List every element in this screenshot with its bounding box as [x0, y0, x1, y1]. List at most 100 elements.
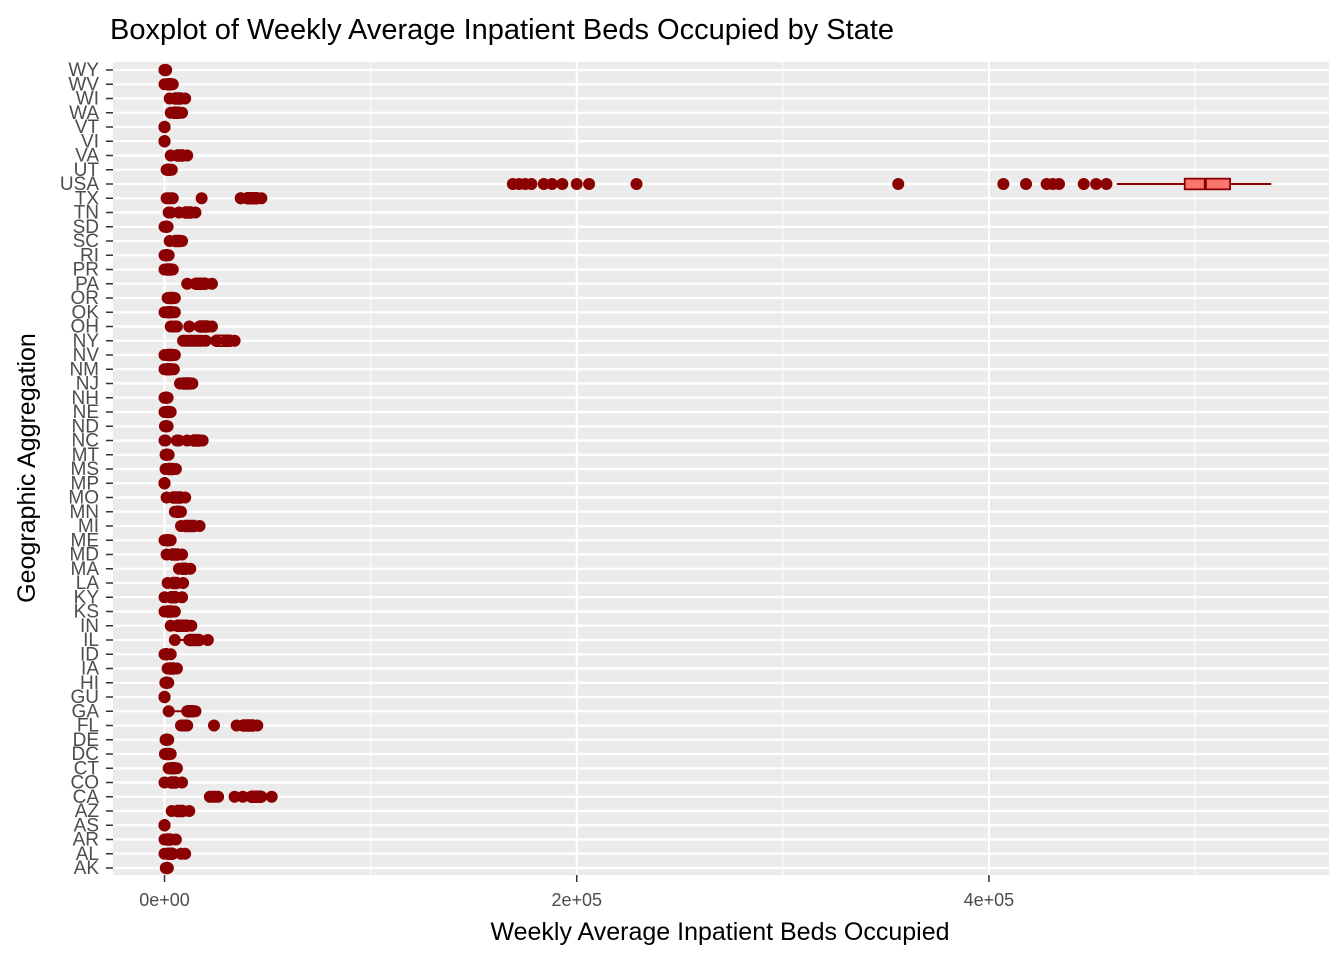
- data-point: [205, 277, 218, 290]
- box-wa: [164, 106, 189, 119]
- y-tick-label: VT: [75, 117, 100, 138]
- box-ri: [158, 249, 175, 262]
- box-or: [161, 291, 181, 305]
- data-point: [164, 406, 177, 418]
- outlier-point: [195, 334, 208, 347]
- x-axis-title: Weekly Average Inpatient Beds Occupied: [490, 918, 949, 946]
- data-point: [164, 748, 177, 760]
- data-point: [189, 705, 202, 718]
- chart-title: Boxplot of Weekly Average Inpatient Beds…: [110, 14, 894, 46]
- data-point: [158, 135, 171, 148]
- y-tick-label: ID: [80, 644, 99, 665]
- data-point: [161, 862, 174, 874]
- y-tick-label: SD: [73, 217, 99, 238]
- y-axis: AKALARASAZCACOCTDCDEFLGAGUHIIAIDILINKSKY…: [60, 60, 113, 879]
- y-tick-label: VI: [81, 131, 99, 152]
- data-point: [168, 349, 181, 361]
- data-point: [169, 833, 182, 846]
- outlier-point: [159, 434, 172, 447]
- data-point: [162, 249, 175, 262]
- box-az: [165, 804, 196, 818]
- y-tick-label: OK: [72, 302, 100, 323]
- y-tick-label: UT: [74, 160, 100, 181]
- data-point: [186, 377, 199, 390]
- data-point: [189, 206, 202, 219]
- y-tick-label: MS: [71, 459, 100, 480]
- box-pa: [181, 277, 218, 290]
- grid-lines: [113, 62, 1329, 875]
- outlier-points: [158, 178, 1113, 860]
- box-ny: [199, 334, 241, 347]
- box-nc: [181, 434, 209, 447]
- box-nh: [158, 391, 174, 404]
- box-mp: [158, 477, 171, 490]
- data-point: [210, 334, 223, 347]
- data-point: [193, 520, 206, 532]
- data-point: [164, 534, 177, 547]
- box-sc: [163, 234, 189, 248]
- data-point: [176, 776, 189, 789]
- y-tick-label: DE: [73, 730, 99, 751]
- y-tick-label: KY: [74, 587, 100, 608]
- x-tick-label: 4e+05: [964, 890, 1015, 910]
- box-usa: [1116, 177, 1272, 191]
- box-ar: [158, 833, 182, 846]
- data-point: [265, 790, 278, 803]
- outlier-point: [525, 178, 538, 190]
- box-ca: [236, 790, 278, 803]
- y-tick-label: IL: [83, 630, 99, 651]
- box-id: [158, 648, 177, 661]
- y-tick-label: OH: [71, 317, 100, 338]
- outlier-point: [1053, 178, 1066, 190]
- box-de: [159, 733, 175, 746]
- box-hi: [159, 676, 175, 689]
- data-point: [158, 121, 171, 133]
- boxes: [158, 63, 1272, 875]
- box-ky: [158, 591, 189, 604]
- y-tick-label: CA: [73, 787, 100, 808]
- outlier-point: [630, 178, 643, 190]
- box-sd: [158, 220, 174, 233]
- box-wy: [158, 63, 173, 77]
- box-pr: [158, 263, 179, 276]
- y-tick-label: KS: [74, 602, 99, 623]
- box-md: [160, 548, 189, 561]
- outlier-point: [228, 790, 241, 803]
- data-point: [251, 719, 264, 732]
- data-point: [161, 391, 174, 404]
- outlier-point: [164, 206, 177, 219]
- outlier-point: [234, 192, 247, 205]
- y-tick-label: AS: [74, 815, 99, 836]
- box-nj: [173, 377, 199, 390]
- data-point: [168, 292, 181, 304]
- y-axis-title: Geographic Aggregation: [13, 333, 41, 603]
- box-ks: [158, 605, 181, 618]
- data-point: [166, 78, 179, 91]
- data-point: [255, 192, 268, 205]
- y-tick-label: VA: [75, 146, 99, 167]
- data-point: [162, 733, 175, 746]
- y-tick-label: MO: [68, 488, 99, 509]
- box-as: [158, 819, 171, 832]
- data-point: [181, 277, 194, 290]
- y-tick-label: WI: [76, 89, 99, 110]
- data-point: [176, 106, 189, 119]
- y-tick-label: MD: [69, 545, 99, 566]
- y-tick-label: AK: [74, 858, 100, 879]
- data-point: [179, 491, 192, 504]
- data-point: [185, 619, 198, 632]
- box-ut: [160, 163, 178, 176]
- data-point: [236, 790, 249, 803]
- outlier-point: [212, 790, 225, 803]
- box-mn: [168, 505, 188, 518]
- y-tick-label: RI: [80, 245, 99, 266]
- data-point: [177, 577, 190, 589]
- data-point: [162, 705, 175, 718]
- y-tick-label: NC: [72, 431, 99, 452]
- outlier-point: [195, 192, 208, 205]
- outlier-point: [181, 719, 194, 732]
- y-tick-label: TX: [75, 188, 100, 209]
- outlier-point: [1100, 178, 1113, 190]
- box-gu: [158, 690, 171, 704]
- box-nd: [158, 420, 174, 433]
